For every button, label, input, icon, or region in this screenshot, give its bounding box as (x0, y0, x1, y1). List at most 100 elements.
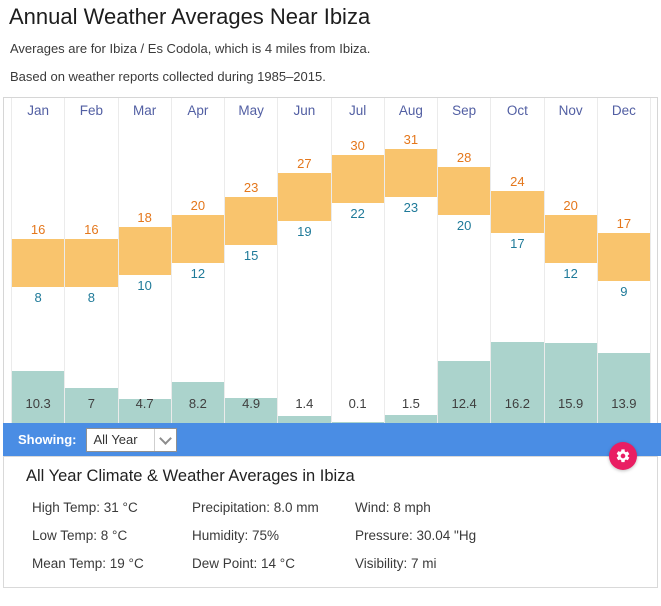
precip-bar (438, 361, 491, 423)
precip-bar (331, 422, 384, 423)
chart-column-feb[interactable]: Feb 16 8 7 (64, 98, 118, 423)
high-temp-value: 17 (616, 216, 632, 231)
showing-bar: Showing: All Year (3, 423, 661, 456)
precip-value: 10.3 (25, 396, 51, 411)
temp-range-bar (544, 215, 597, 263)
temp-range-bar (597, 233, 650, 281)
settings-button[interactable] (609, 442, 637, 470)
chart-column-apr[interactable]: Apr 20 12 8.2 (170, 98, 224, 423)
chart-column-jan[interactable]: Jan 16 8 10.3 (11, 98, 65, 423)
precip-value: 13.9 (611, 396, 637, 411)
month-label: Jan (27, 103, 50, 118)
high-temp-value: 16 (84, 222, 99, 237)
temp-range-bar (331, 155, 384, 203)
precip-value: 8.2 (188, 396, 207, 411)
precip-value: 4.7 (135, 396, 154, 411)
precip-value: 16.2 (504, 396, 531, 411)
low-temp-value: 8 (34, 290, 42, 305)
stat-low-temp: Low Temp: 8 °C (32, 528, 128, 543)
low-temp-value: 15 (243, 248, 259, 263)
precip-value: 4.9 (242, 396, 261, 411)
chart-column-jun[interactable]: Jun 27 19 1.4 (277, 98, 331, 423)
stat-mean-temp: Mean Temp: 19 °C (32, 556, 144, 571)
showing-label: Showing: (18, 432, 77, 447)
stat-humidity: Humidity: 75% (192, 528, 280, 543)
chart-column-sep[interactable]: Sep 28 20 12.4 (437, 98, 491, 423)
low-temp-value: 12 (563, 266, 578, 281)
temp-range-bar (384, 149, 437, 197)
low-temp-value: 23 (403, 200, 419, 215)
month-label: Mar (133, 103, 157, 118)
chart-column-dec[interactable]: Dec 17 9 13.9 (596, 98, 651, 423)
stat-visibility: Visibility: 7 mi (355, 556, 437, 571)
month-label: Jun (293, 103, 316, 118)
chart-columns: Jan 16 8 10.3 Feb 16 8 7 Mar 18 10 4.7 Apr 20 12 8.2 May… (11, 98, 651, 423)
low-temp-value: 12 (190, 266, 206, 281)
temp-range-bar (278, 173, 331, 221)
precip-bar (171, 382, 224, 423)
precip-value: 1.4 (295, 396, 314, 411)
summary-column-moisture: Precipitation: 8.0 mm Humidity: 75% Dew … (192, 500, 319, 584)
summary-column-wind: Wind: 8 mph Pressure: 30.04 "Hg Visibili… (355, 500, 476, 584)
summary-column-temps: High Temp: 31 °C Low Temp: 8 °C Mean Tem… (32, 500, 144, 584)
low-temp-value: 10 (137, 278, 152, 293)
temp-range-bar (12, 239, 65, 287)
high-temp-value: 28 (456, 150, 472, 165)
summary-panel: All Year Climate & Weather Averages in I… (3, 456, 658, 588)
chart-column-mar[interactable]: Mar 18 10 4.7 (117, 98, 171, 423)
stat-high-temp: High Temp: 31 °C (32, 500, 138, 515)
precip-bar (384, 415, 437, 423)
page-title: Annual Weather Averages Near Ibiza (9, 4, 371, 29)
high-temp-value: 20 (563, 198, 578, 213)
dropdown-value: All Year (93, 431, 138, 447)
precip-value: 7 (87, 396, 95, 411)
month-label: May (238, 103, 264, 118)
temp-range-bar (491, 191, 544, 233)
high-temp-value: 27 (297, 156, 312, 171)
temp-range-bar (171, 215, 224, 263)
month-label: Aug (398, 103, 423, 118)
precip-bar (491, 342, 544, 423)
chart-column-aug[interactable]: Aug 31 23 1.5 (383, 98, 437, 423)
precip-bar (12, 371, 65, 423)
showing-dropdown[interactable]: All Year (85, 427, 177, 452)
month-label: Apr (187, 103, 209, 118)
month-label: Jul (348, 103, 367, 118)
high-temp-value: 18 (137, 210, 152, 225)
stat-pressure: Pressure: 30.04 "Hg (355, 528, 477, 543)
low-temp-value: 9 (620, 284, 628, 299)
stat-dew-point: Dew Point: 14 °C (192, 556, 295, 571)
chevron-down-icon (153, 428, 176, 451)
chart-column-nov[interactable]: Nov 20 12 15.9 (543, 98, 597, 423)
chart-column-jul[interactable]: Jul 30 22 0.1 (330, 98, 384, 423)
precip-bar (597, 353, 650, 423)
precip-value: 12.4 (451, 396, 477, 411)
low-temp-value: 20 (456, 218, 472, 233)
low-temp-value: 19 (297, 224, 312, 239)
month-label: Oct (506, 103, 528, 118)
precip-bar (278, 416, 331, 423)
summary-title: All Year Climate & Weather Averages in I… (26, 467, 355, 485)
precip-value: 1.5 (401, 396, 420, 411)
precip-bar (65, 388, 118, 423)
high-temp-value: 23 (243, 180, 259, 195)
chart-column-may[interactable]: May 23 15 4.9 (224, 98, 278, 423)
precip-bar (225, 398, 278, 423)
month-label: Dec (611, 103, 636, 118)
month-label: Sep (452, 103, 477, 118)
low-temp-value: 8 (87, 290, 95, 305)
precip-bar (118, 399, 171, 423)
temp-range-bar (438, 167, 491, 215)
month-label: Nov (558, 103, 583, 118)
low-temp-value: 22 (350, 206, 365, 221)
precip-value: 15.9 (557, 396, 584, 411)
precip-value: 0.1 (348, 396, 367, 411)
chart-column-oct[interactable]: Oct 24 17 16.2 (490, 98, 544, 423)
subtitle-location: Averages are for Ibiza / Es Codola, whic… (10, 41, 371, 56)
gear-icon (616, 449, 630, 463)
temp-range-bar (225, 197, 278, 245)
high-temp-value: 31 (403, 132, 419, 147)
precip-bar (544, 343, 597, 423)
high-temp-value: 24 (510, 174, 525, 189)
